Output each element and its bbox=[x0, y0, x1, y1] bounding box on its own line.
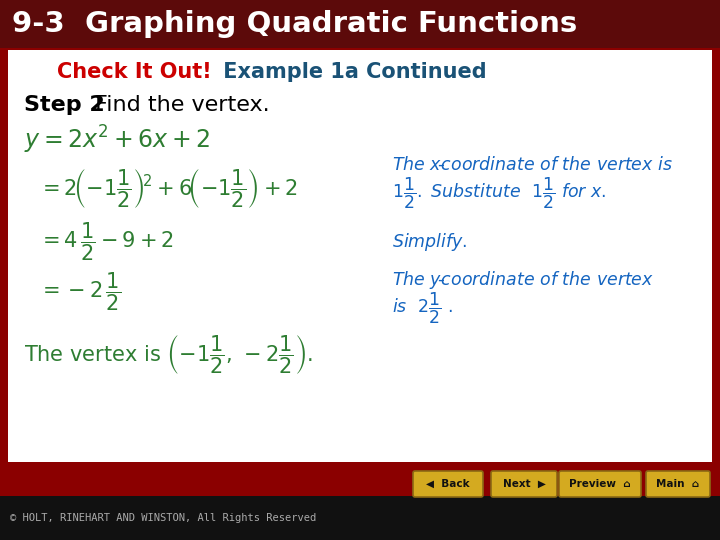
Text: $\mathit{The\ x\!\text{-}\!coordinate\ of\ the\ vertex\ is}$: $\mathit{The\ x\!\text{-}\!coordinate\ o… bbox=[392, 156, 673, 174]
Text: The vertex is $\left(-1\dfrac{1}{2},\,-2\dfrac{1}{2}\right).$: The vertex is $\left(-1\dfrac{1}{2},\,-2… bbox=[24, 334, 313, 376]
Text: Example 1a Continued: Example 1a Continued bbox=[216, 62, 487, 82]
Text: $= 4\,\dfrac{1}{2} - 9 + 2$: $= 4\,\dfrac{1}{2} - 9 + 2$ bbox=[38, 221, 174, 264]
Text: Step 2: Step 2 bbox=[24, 95, 104, 115]
Text: $= -2\,\dfrac{1}{2}$: $= -2\,\dfrac{1}{2}$ bbox=[38, 271, 121, 313]
Text: © HOLT, RINEHART AND WINSTON, All Rights Reserved: © HOLT, RINEHART AND WINSTON, All Rights… bbox=[10, 513, 316, 523]
FancyBboxPatch shape bbox=[646, 471, 710, 497]
Text: Main  ⌂: Main ⌂ bbox=[657, 479, 700, 489]
Text: 9-3  Graphing Quadratic Functions: 9-3 Graphing Quadratic Functions bbox=[12, 10, 577, 38]
Text: $y = 2x^2 + 6x + 2$: $y = 2x^2 + 6x + 2$ bbox=[24, 124, 210, 156]
FancyBboxPatch shape bbox=[0, 0, 720, 48]
Text: Preview  ⌂: Preview ⌂ bbox=[570, 479, 631, 489]
Text: $\mathit{is\ \ }2\dfrac{1}{2}\mathit{\ .}$: $\mathit{is\ \ }2\dfrac{1}{2}\mathit{\ .… bbox=[392, 291, 453, 326]
Text: Find the vertex.: Find the vertex. bbox=[88, 95, 269, 115]
Text: $\mathit{The\ y\!\text{-}\!coordinate\ of\ the\ vertex}$: $\mathit{The\ y\!\text{-}\!coordinate\ o… bbox=[392, 269, 654, 291]
Text: Next  ▶: Next ▶ bbox=[503, 479, 546, 489]
FancyBboxPatch shape bbox=[413, 471, 483, 497]
FancyBboxPatch shape bbox=[491, 471, 557, 497]
FancyBboxPatch shape bbox=[8, 50, 712, 496]
Text: Check It Out!: Check It Out! bbox=[58, 62, 212, 82]
Text: ◀  Back: ◀ Back bbox=[426, 479, 470, 489]
FancyBboxPatch shape bbox=[0, 462, 720, 496]
Text: $= 2\!\left(-1\dfrac{1}{2}\right)^{\!2} + 6\!\left(-1\dfrac{1}{2}\right) + 2$: $= 2\!\left(-1\dfrac{1}{2}\right)^{\!2} … bbox=[38, 166, 298, 210]
Text: $\mathit{Simplify.}$: $\mathit{Simplify.}$ bbox=[392, 231, 467, 253]
FancyBboxPatch shape bbox=[559, 471, 641, 497]
FancyBboxPatch shape bbox=[0, 496, 720, 540]
Text: $1\dfrac{1}{2}$$\mathit{.\ Substitute\ \ }$$1\dfrac{1}{2}$$\mathit{\ for\ x.}$: $1\dfrac{1}{2}$$\mathit{.\ Substitute\ \… bbox=[392, 176, 606, 211]
